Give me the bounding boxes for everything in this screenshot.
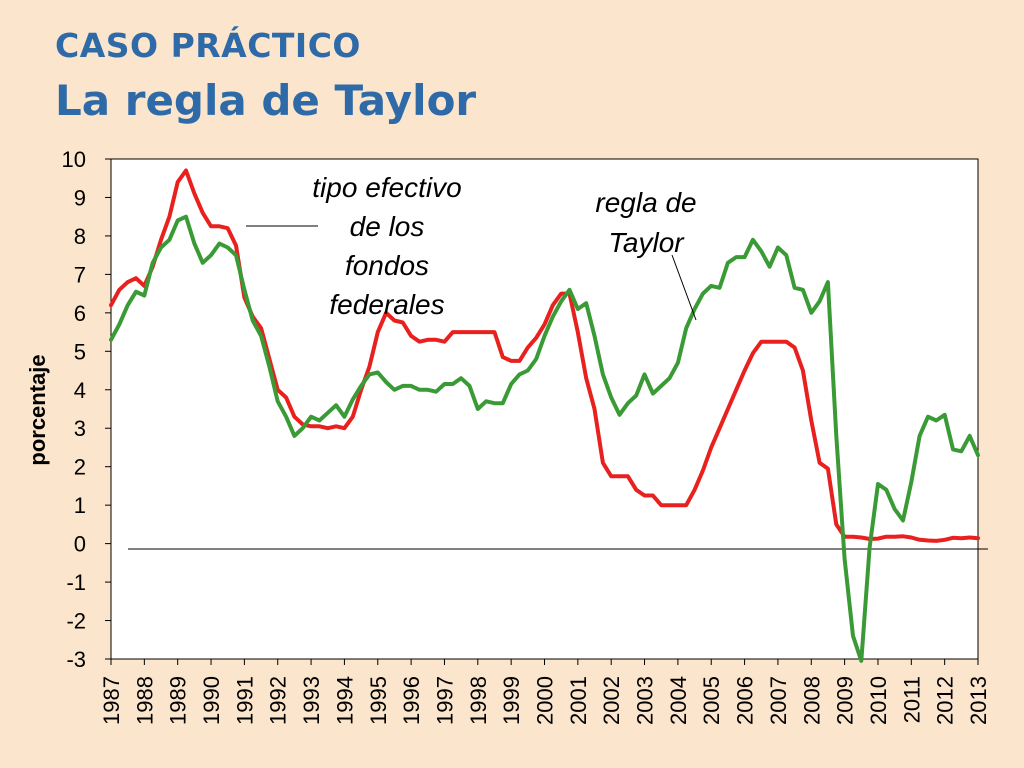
x-tick-label: 1995	[366, 676, 391, 725]
x-tick-label: 1989	[166, 676, 191, 725]
x-tick-label: 2010	[866, 676, 891, 725]
x-tick-label: 1993	[299, 676, 324, 725]
y-tick-label: 5	[74, 339, 86, 364]
x-tick-label: 1999	[499, 676, 524, 725]
y-tick-label: 9	[74, 185, 86, 210]
annotation-line: federales	[329, 289, 444, 320]
x-tick-label: 2009	[833, 676, 858, 725]
annotation-line: Taylor	[608, 227, 685, 258]
y-tick-label: 8	[74, 224, 86, 249]
series-line-taylor-rule	[109, 214, 980, 663]
x-tick-label: 2008	[799, 676, 824, 725]
x-tick-label: 2006	[733, 676, 758, 725]
y-tick-label: 10	[62, 147, 86, 172]
x-tick-label: 2004	[666, 676, 691, 725]
x-tick-label: 2013	[966, 676, 991, 725]
annotation-fed-funds: tipo efectivo de los fondos federales	[312, 172, 461, 320]
y-tick-label: 1	[74, 493, 86, 518]
y-tick-label: -1	[66, 570, 86, 595]
y-tick-label: 3	[74, 416, 86, 441]
annotation-line: tipo efectivo	[312, 172, 461, 203]
slide-title-line2: La regla de Taylor	[55, 76, 477, 125]
y-tick-label: 7	[74, 262, 86, 287]
x-tick-label: 1990	[199, 676, 224, 725]
x-tick-label: 1988	[132, 676, 157, 725]
x-tick-label: 1998	[466, 676, 491, 725]
x-tick-label: 1992	[266, 676, 291, 725]
x-tick-label: 2007	[766, 676, 791, 725]
x-tick-label: 2011	[899, 676, 924, 723]
x-tick-label: 1991	[232, 676, 257, 725]
series-group	[109, 168, 980, 663]
x-tick-label: 1997	[432, 676, 457, 725]
x-axis: 1987 1988 1989 1990 1991 1992 1993 1994 1995 1996…	[99, 659, 991, 725]
x-tick-label: 1994	[332, 676, 357, 725]
annotation-line: regla de	[595, 187, 696, 218]
y-tick-label: 2	[74, 455, 86, 480]
y-tick-label: 4	[74, 378, 86, 403]
annotation-line: de los	[350, 211, 425, 242]
series-line-fed-funds	[109, 168, 980, 543]
x-tick-label: 2012	[933, 676, 958, 725]
x-tick-label: 2003	[633, 676, 658, 725]
annotation-taylor-rule-leader	[671, 254, 697, 321]
y-tick-label: -3	[66, 647, 86, 672]
x-tick-label: 2002	[599, 676, 624, 725]
y-tick-label: -2	[66, 609, 86, 634]
x-tick-label: 1987	[99, 676, 124, 725]
slide-title-line1: CASO PRÁCTICO	[55, 26, 361, 65]
x-tick-label: 2000	[533, 676, 558, 725]
x-tick-label: 2001	[566, 676, 591, 725]
x-tick-label: 2005	[699, 676, 724, 725]
annotation-taylor-rule: regla de Taylor	[595, 187, 696, 258]
y-tick-label: 0	[74, 532, 86, 557]
x-tick-label: 1996	[399, 676, 424, 725]
annotation-line: fondos	[345, 250, 429, 281]
y-tick-label: 6	[74, 301, 86, 326]
y-axis-label: porcentaje	[25, 354, 50, 465]
